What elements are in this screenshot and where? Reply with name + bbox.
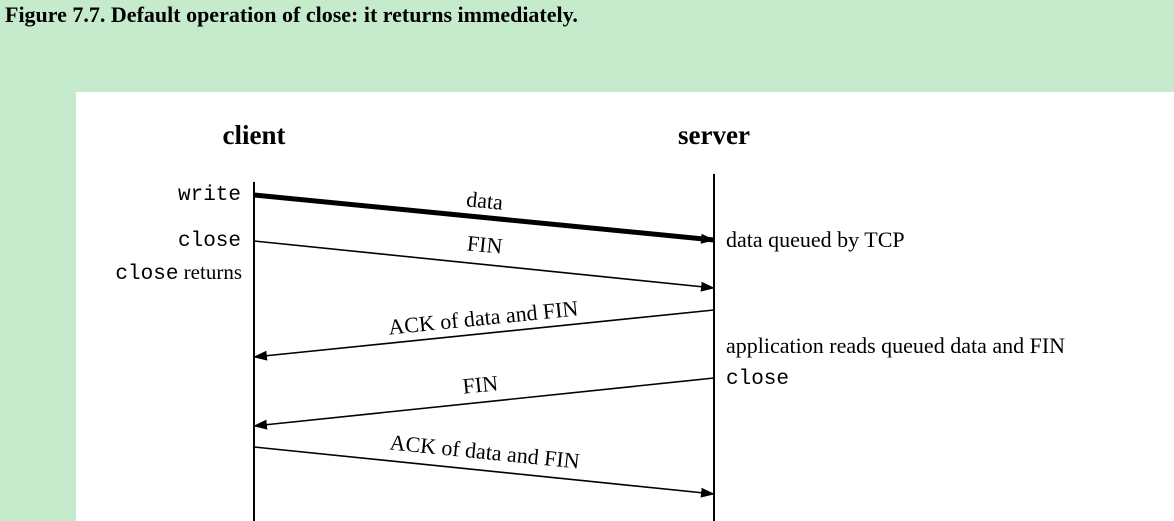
ack-to-server-arrow — [253, 446, 715, 498]
fin-to-server-arrow — [253, 240, 715, 292]
fin-to-client-arrow — [253, 377, 715, 430]
fin-to-server-label: FIN — [466, 230, 504, 258]
client-write-label: write — [178, 184, 241, 207]
server-app-reads-label: application reads queued data and FIN — [726, 333, 1065, 358]
sequence-diagram: client server write close close returns … — [76, 92, 1174, 521]
figure-caption: Figure 7.7. Default operation of close: … — [5, 2, 578, 27]
server-data-queued-label: data queued by TCP — [726, 227, 905, 252]
client-close-label: close — [178, 230, 241, 253]
client-close-returns-label: close returns — [115, 260, 242, 286]
ack-to-client-arrow — [253, 309, 715, 361]
server-header: server — [678, 120, 750, 150]
fin-to-client-label: FIN — [461, 370, 499, 398]
client-header: client — [223, 120, 286, 150]
ack-to-server-label: ACK of data and FIN — [389, 429, 581, 473]
server-close-label: close — [726, 368, 789, 391]
data-arrow-label: data — [465, 186, 504, 214]
data-arrow — [253, 192, 715, 244]
